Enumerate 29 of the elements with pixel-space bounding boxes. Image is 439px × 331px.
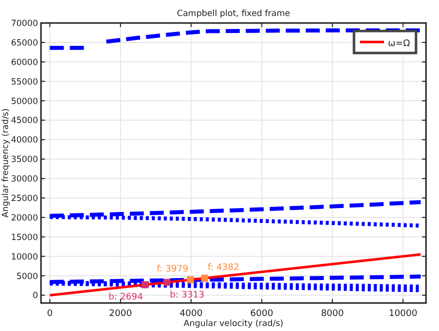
x-tick-label: 6000 bbox=[250, 309, 274, 319]
y-tick-label: 5000 bbox=[16, 272, 38, 282]
y-tick-label: 0 bbox=[32, 291, 38, 302]
legend-label: ω=Ω bbox=[388, 39, 410, 49]
y-tick-label: 65000 bbox=[10, 38, 38, 48]
y-tick-label: 45000 bbox=[10, 116, 38, 126]
y-tick-label: 50000 bbox=[10, 96, 38, 107]
x-tick-label: 10000 bbox=[388, 309, 418, 319]
x-tick-label: 0 bbox=[46, 309, 53, 319]
y-axis-title: Angular frequency (rad/s) bbox=[1, 108, 11, 218]
x-axis-title: Angular velocity (rad/s) bbox=[184, 319, 284, 329]
y-tick-label: 20000 bbox=[10, 213, 38, 224]
x-tick-label: 8000 bbox=[320, 309, 344, 319]
x-tick-label: 4000 bbox=[180, 309, 203, 319]
y-tick-label: 10000 bbox=[10, 252, 38, 262]
y-tick-label: 30000 bbox=[10, 174, 38, 185]
data-label: b: 2694 bbox=[108, 292, 144, 303]
x-tick-label: 2000 bbox=[109, 309, 132, 319]
y-tick-label: 60000 bbox=[10, 58, 38, 68]
y-tick-label: 40000 bbox=[10, 136, 38, 146]
data-label: f: 4382 bbox=[208, 263, 240, 274]
y-tick-label: 35000 bbox=[10, 155, 38, 166]
data-label: b: 3313 bbox=[170, 290, 204, 300]
data-label: f: 3979 bbox=[156, 264, 189, 275]
chart-title: Campbell plot, fixed frame bbox=[176, 9, 290, 19]
y-tick-label: 55000 bbox=[10, 77, 38, 88]
y-tick-label: 15000 bbox=[10, 232, 38, 243]
y-tick-label: 25000 bbox=[10, 194, 38, 204]
y-tick-label: 70000 bbox=[10, 19, 38, 29]
